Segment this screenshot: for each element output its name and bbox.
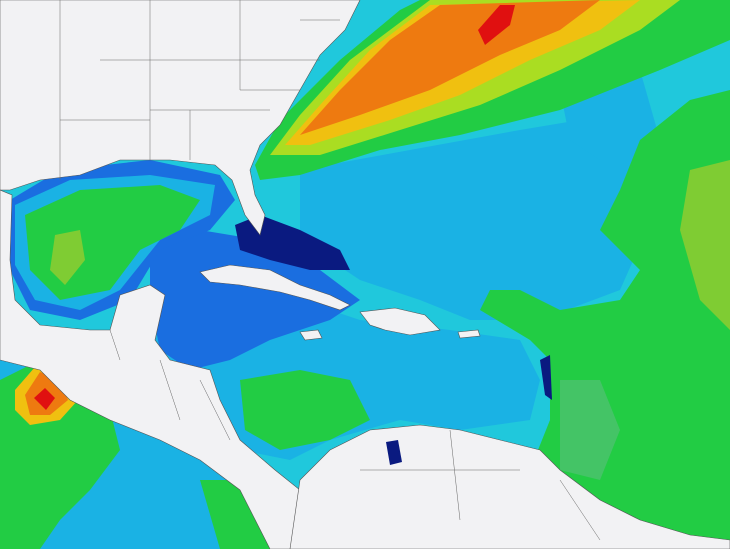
red-zone [34,388,55,410]
land-jamaica [299,329,323,341]
green-zone [480,90,730,549]
light-blue-zone [300,110,660,320]
green-zone [560,380,620,480]
yellow-green-zone [50,230,85,285]
yellow-green-zone [680,160,730,330]
navy-zone [540,355,552,400]
green-zone [240,370,370,450]
land-usa [0,0,361,236]
orange-zone [300,0,600,135]
land-hispaniola [359,307,441,336]
land-puerto-rico [457,329,481,339]
red-zone [478,5,515,45]
land-mexico-central-america [0,189,306,549]
land-cuba [199,264,351,311]
navy-zone [386,440,402,465]
navy-zone [235,215,350,270]
